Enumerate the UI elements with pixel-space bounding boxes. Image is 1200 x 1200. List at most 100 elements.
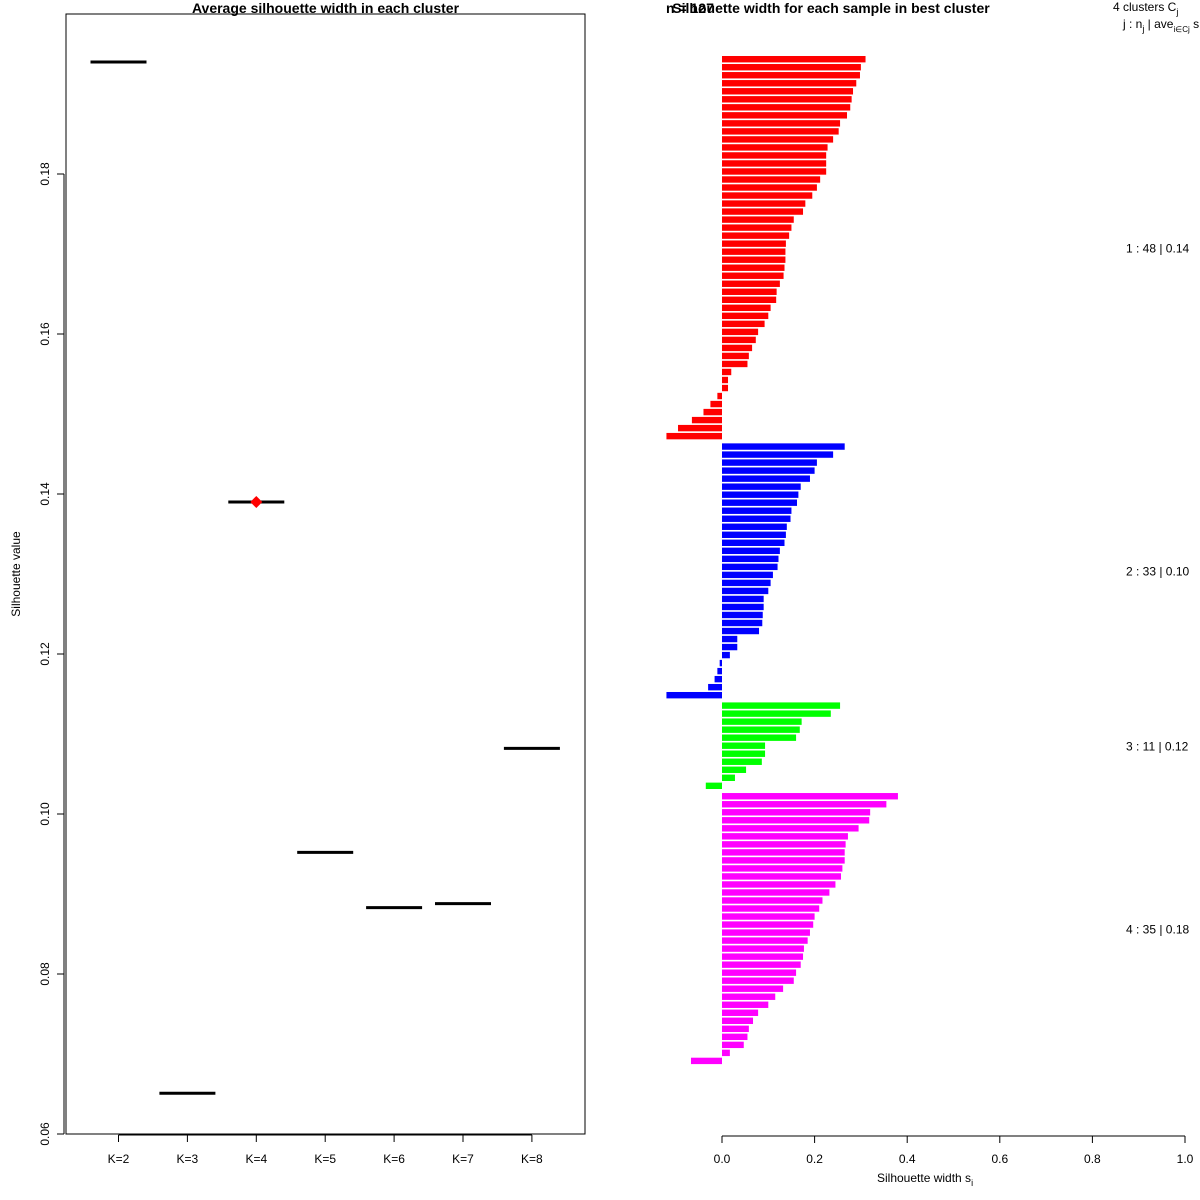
silhouette-bar xyxy=(722,587,769,595)
right-x-tick-label: 1.0 xyxy=(1177,1152,1194,1166)
left-x-tick-label: K=7 xyxy=(452,1152,474,1166)
legend-cluster-1: 1 : 48 | 0.14 xyxy=(1126,241,1189,255)
silhouette-bar xyxy=(722,264,785,271)
left-x-axis: K=2 K=3 K=4 K=5 K=6 K=7 K=8 xyxy=(108,1134,543,1166)
silhouette-bar xyxy=(722,993,776,1000)
silhouette-bar xyxy=(722,913,815,920)
silhouette-bar xyxy=(722,1041,744,1049)
silhouette-bar xyxy=(722,611,763,619)
right-x-axis: 0.0 0.2 0.4 0.6 0.8 1.0 Silhouette width si xyxy=(714,1135,1194,1188)
silhouette-bar xyxy=(722,208,804,215)
silhouette-bar xyxy=(722,929,810,936)
silhouette-bar xyxy=(722,865,843,872)
left-y-tick-label: 0.18 xyxy=(38,162,52,186)
right-x-tick-label: 0.4 xyxy=(899,1152,916,1166)
silhouette-bar xyxy=(722,881,836,888)
silhouette-bar xyxy=(722,961,801,968)
silhouette-bar xyxy=(722,288,777,295)
silhouette-bar xyxy=(722,595,764,603)
silhouette-bar xyxy=(722,710,831,717)
right-chart-title: Silhouette width for each sample in best… xyxy=(672,0,990,16)
silhouette-bar xyxy=(722,801,887,808)
silhouette-bar xyxy=(722,571,773,579)
silhouette-bar xyxy=(708,683,722,691)
silhouette-bar xyxy=(722,80,857,87)
cluster-2-bars xyxy=(666,443,845,699)
right-legend: 4 clusters Cj j : nj | avei∈Cj s 1 : 48 … xyxy=(1113,0,1199,936)
cluster-3-bars xyxy=(705,702,841,790)
right-x-tick-label: 0.0 xyxy=(714,1152,731,1166)
silhouette-bar xyxy=(722,136,834,143)
silhouette-bar xyxy=(722,945,804,952)
silhouette-bar xyxy=(722,563,778,571)
silhouette-bar xyxy=(722,905,820,912)
left-plot-frame xyxy=(65,13,586,1135)
left-y-tick-label: 0.12 xyxy=(38,642,52,666)
silhouette-bar xyxy=(722,152,827,159)
silhouette-bar xyxy=(722,523,787,530)
silhouette-bar xyxy=(722,56,866,63)
left-x-tick-label: K=2 xyxy=(108,1152,130,1166)
legend-header-line1-sub: j xyxy=(1175,7,1178,17)
left-y-axis-label: Silhouette value xyxy=(9,531,23,617)
left-y-tick-label: 0.16 xyxy=(38,322,52,346)
silhouette-bar xyxy=(703,408,722,416)
silhouette-bar xyxy=(722,248,786,255)
left-y-tick-label: 0.06 xyxy=(38,1122,52,1146)
silhouette-bar xyxy=(722,184,817,191)
silhouette-bar xyxy=(722,627,760,635)
left-y-tick-label: 0.10 xyxy=(38,802,52,826)
silhouette-bar xyxy=(722,160,827,167)
silhouette-bar xyxy=(722,475,810,482)
silhouette-bar xyxy=(722,344,753,352)
silhouette-bar xyxy=(722,176,821,183)
silhouette-bar xyxy=(722,144,828,151)
right-chart-title-overlap: n = 127 xyxy=(666,0,714,16)
legend-header-line2: j : nj | avei∈Cj s xyxy=(1122,17,1199,34)
left-chart-title: Average silhouette width in each cluster xyxy=(192,0,460,16)
silhouette-bar xyxy=(722,734,797,741)
left-y-axis: 0.06 0.08 0.10 0.12 0.14 0.16 0.18 xyxy=(38,162,65,1146)
silhouette-bar xyxy=(722,619,763,627)
silhouette-bar xyxy=(722,483,801,490)
silhouette-bar xyxy=(722,64,861,71)
legend-header-line2-sub2: i∈Cj xyxy=(1173,25,1190,34)
cluster-4-bars xyxy=(690,793,898,1065)
silhouette-bar xyxy=(722,977,794,984)
silhouette-bar xyxy=(722,240,786,247)
best-k-marker xyxy=(250,496,263,508)
silhouette-bar xyxy=(722,352,749,360)
silhouette-bar xyxy=(722,376,729,384)
silhouette-bar xyxy=(714,675,722,683)
silhouette-bar xyxy=(722,128,839,135)
silhouette-bar xyxy=(722,937,808,944)
silhouette-bar xyxy=(722,451,834,458)
silhouette-bar xyxy=(722,985,784,992)
silhouette-bar xyxy=(719,659,722,667)
silhouette-bar xyxy=(722,304,771,312)
legend-header-line1-main: 4 clusters C xyxy=(1113,0,1177,14)
silhouette-bar xyxy=(722,280,780,287)
right-x-axis-label-sub: i xyxy=(971,1178,973,1188)
silhouette-bar xyxy=(722,555,779,563)
right-panel: n = 127 Silhouette width for each sample… xyxy=(666,0,1199,1188)
silhouette-bar xyxy=(690,1057,722,1065)
legend-header-line2-main: j : n xyxy=(1122,17,1142,31)
silhouette-bar xyxy=(722,1009,759,1016)
silhouette-bar xyxy=(722,817,870,824)
silhouette-bar xyxy=(722,643,738,651)
silhouette-bar xyxy=(722,232,790,239)
silhouette-bar xyxy=(722,112,848,119)
silhouette-bar xyxy=(722,1033,748,1041)
silhouette-bar xyxy=(722,833,848,840)
right-x-axis-label-main: Silhouette width s xyxy=(877,1171,971,1185)
silhouette-bar xyxy=(722,603,764,611)
left-x-tick-label: K=8 xyxy=(521,1152,543,1166)
silhouette-bar xyxy=(722,921,814,928)
silhouette-bar xyxy=(678,424,722,432)
legend-header-line2-end: s xyxy=(1190,17,1199,31)
silhouette-bar xyxy=(722,120,841,127)
left-y-tick-label: 0.14 xyxy=(38,482,52,506)
silhouette-bar xyxy=(710,400,722,408)
silhouette-bar xyxy=(722,579,771,587)
